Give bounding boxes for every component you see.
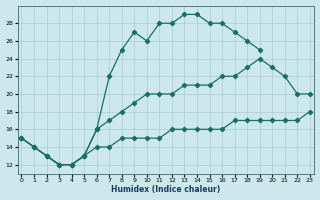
- X-axis label: Humidex (Indice chaleur): Humidex (Indice chaleur): [111, 185, 220, 194]
